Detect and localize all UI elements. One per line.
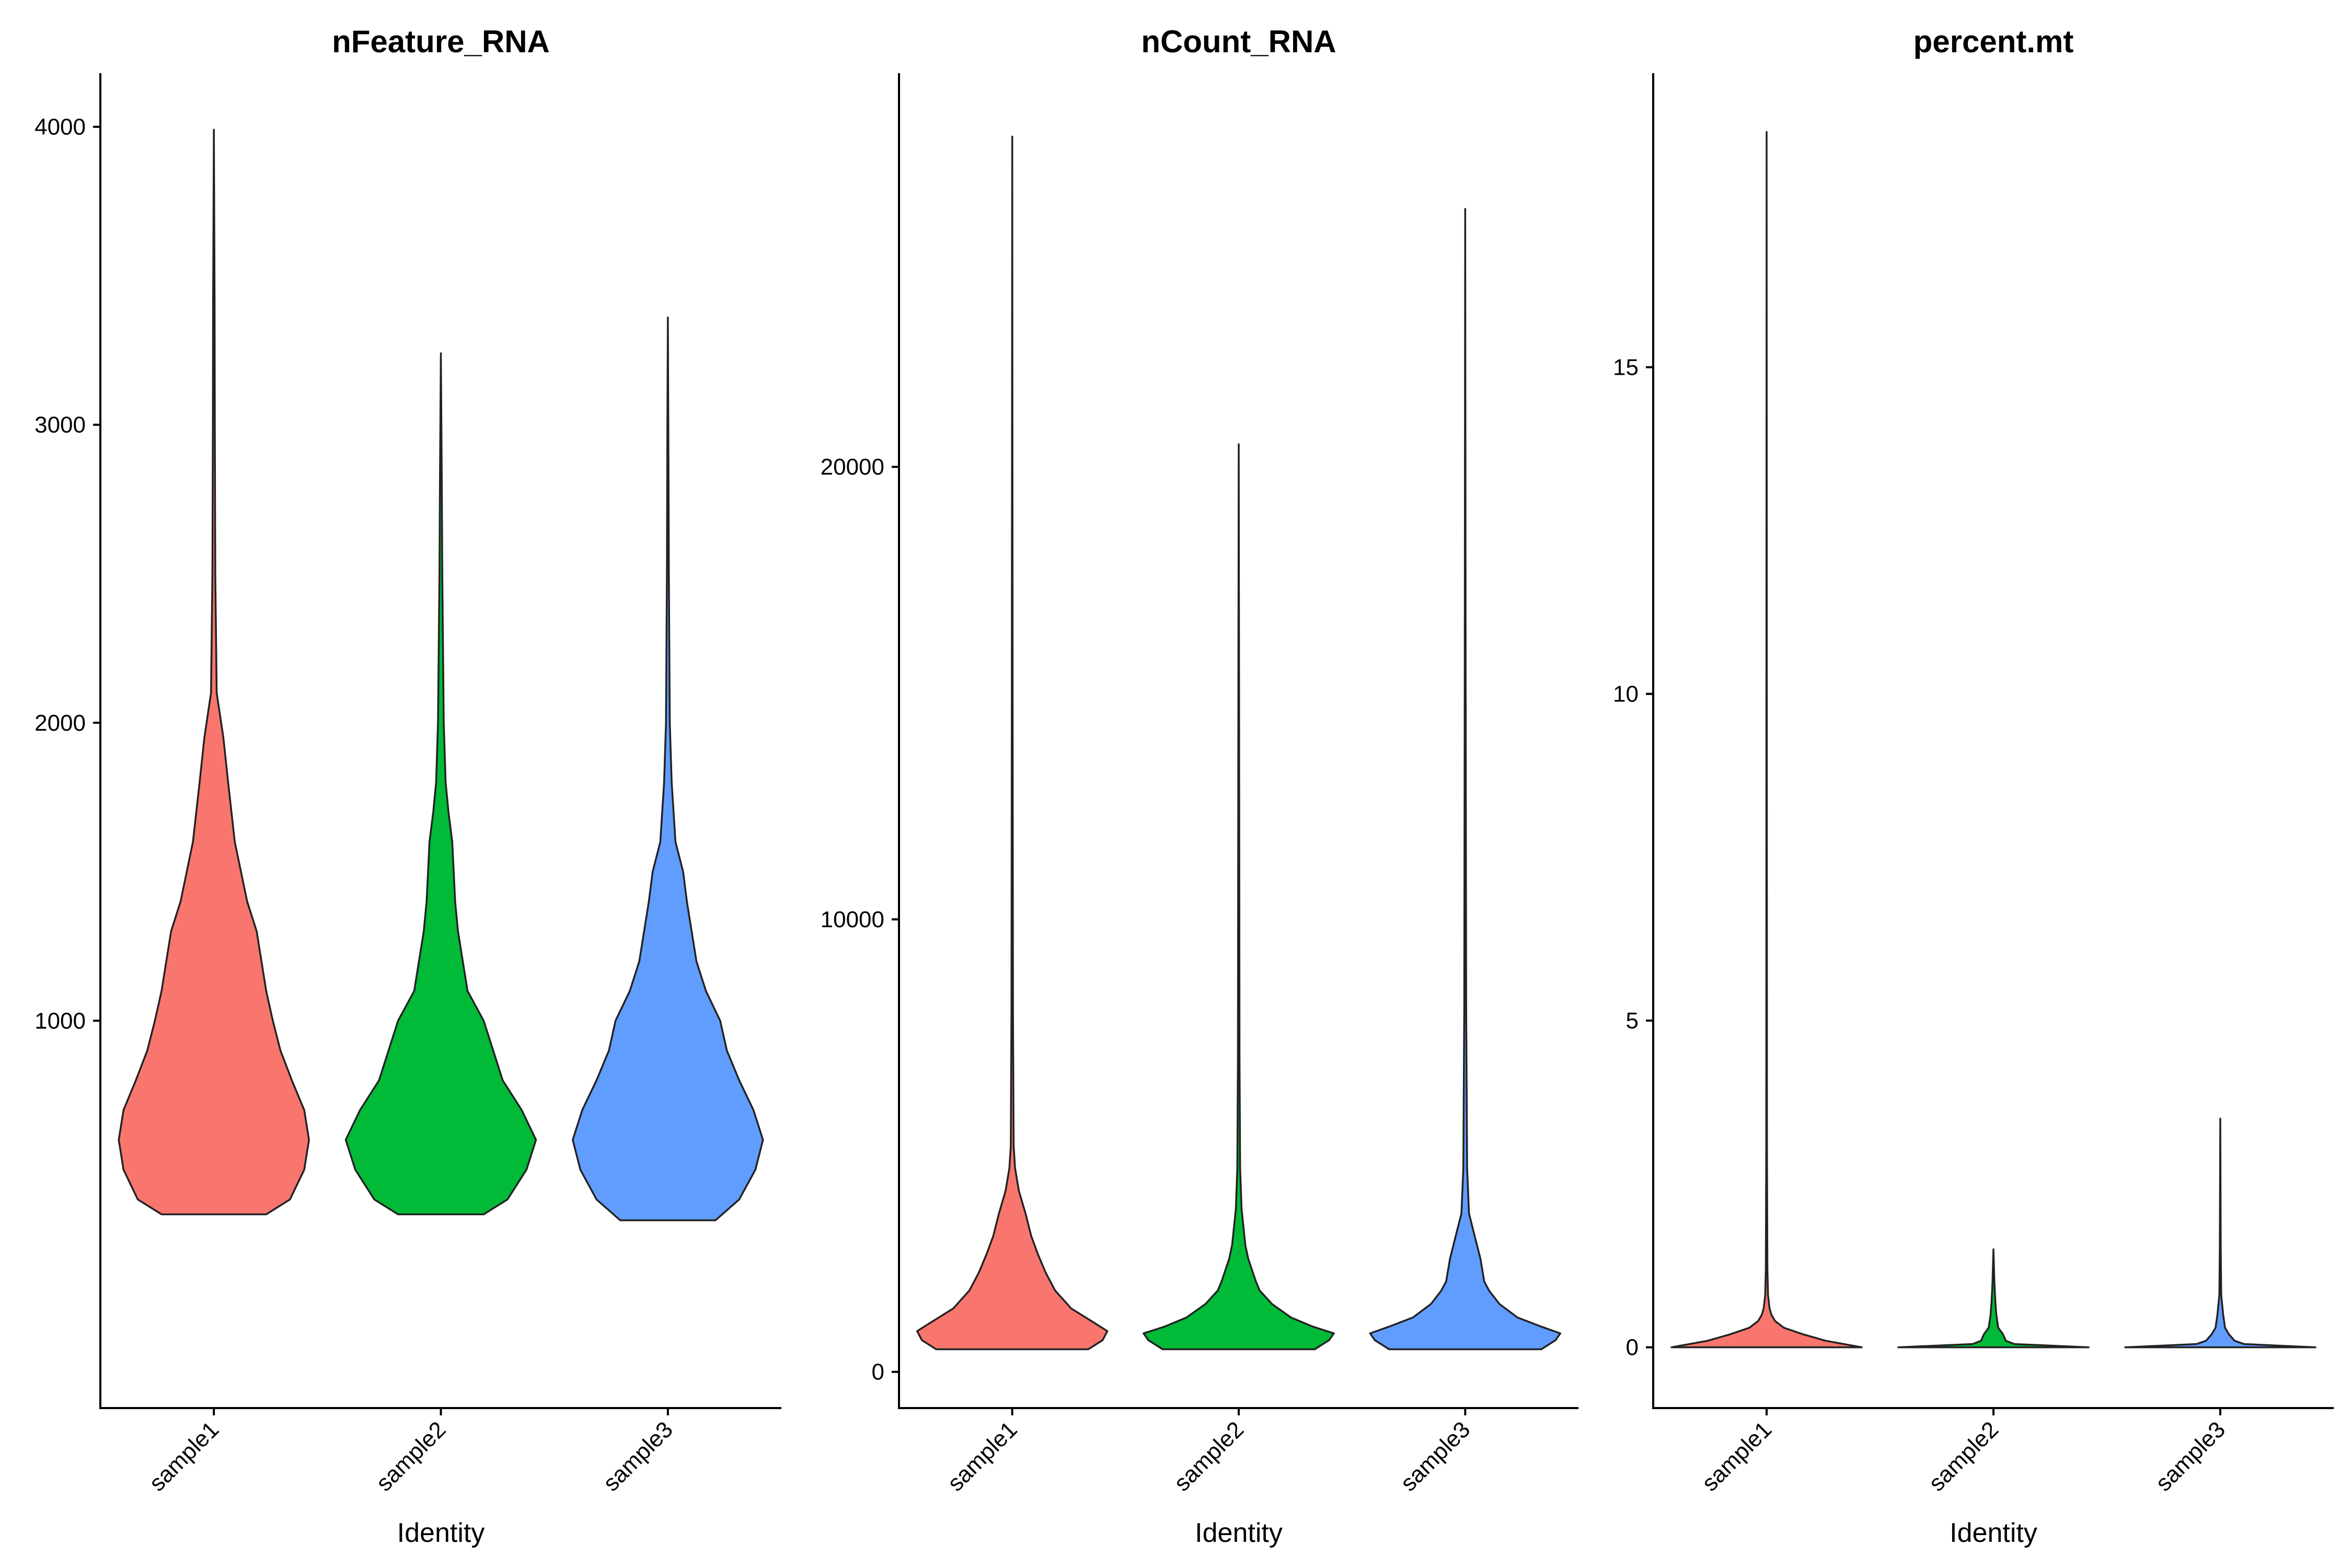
y-tick-label: 10 — [1613, 682, 1639, 707]
x-tick-label: sample1 — [144, 1416, 224, 1496]
violin-sample2 — [1897, 1248, 2090, 1348]
panel-percent-mt: percent.mt 0 5 10 15 sample1 sample2 sample3 Ide… — [1613, 24, 2334, 1548]
violin-sample3 — [1369, 207, 1562, 1351]
x-tick-label: sample2 — [371, 1416, 451, 1496]
panel-ncount-rna: nCount_RNA 0 10000 20000 sample1 sample2 sampl… — [821, 24, 1578, 1548]
x-tick-label: sample3 — [2151, 1416, 2230, 1496]
x-axis-label: Identity — [397, 1518, 485, 1548]
x-tick-label: sample1 — [942, 1416, 1022, 1496]
y-tick-label: 10000 — [821, 907, 884, 932]
x-tick-label: sample2 — [1169, 1416, 1249, 1496]
y-tick-label: 20000 — [821, 454, 884, 480]
violin-sample1 — [118, 129, 310, 1216]
x-axis-label: Identity — [1195, 1518, 1283, 1548]
panel-title: nFeature_RNA — [332, 24, 550, 59]
violin-sample1 — [1670, 131, 1863, 1348]
y-tick-label: 0 — [1626, 1335, 1639, 1361]
panel-title: nCount_RNA — [1141, 24, 1336, 59]
y-tick-label: 0 — [872, 1359, 884, 1385]
y-tick-label: 2000 — [34, 710, 86, 736]
violin-sample2 — [1143, 443, 1335, 1351]
y-tick-label: 5 — [1626, 1008, 1639, 1034]
violin-sample2 — [344, 352, 537, 1216]
violin-sample1 — [916, 135, 1109, 1351]
panel-title: percent.mt — [1913, 24, 2074, 59]
y-tick-label: 3000 — [34, 412, 86, 438]
y-tick-label: 15 — [1613, 355, 1639, 381]
panel-nfeature-rna: nFeature_RNA 1000 2000 3000 4000 sample1 sampl… — [34, 24, 781, 1548]
y-tick-label: 4000 — [34, 114, 86, 140]
x-tick-label: sample2 — [1924, 1416, 2003, 1496]
x-tick-label: sample1 — [1697, 1416, 1777, 1496]
y-tick-label: 1000 — [34, 1008, 86, 1034]
violin-sample3 — [572, 316, 764, 1221]
x-tick-label: sample3 — [598, 1416, 678, 1496]
x-tick-label: sample3 — [1396, 1416, 1475, 1496]
x-axis-label: Identity — [1950, 1518, 2037, 1548]
violin-sample3 — [2124, 1117, 2316, 1348]
